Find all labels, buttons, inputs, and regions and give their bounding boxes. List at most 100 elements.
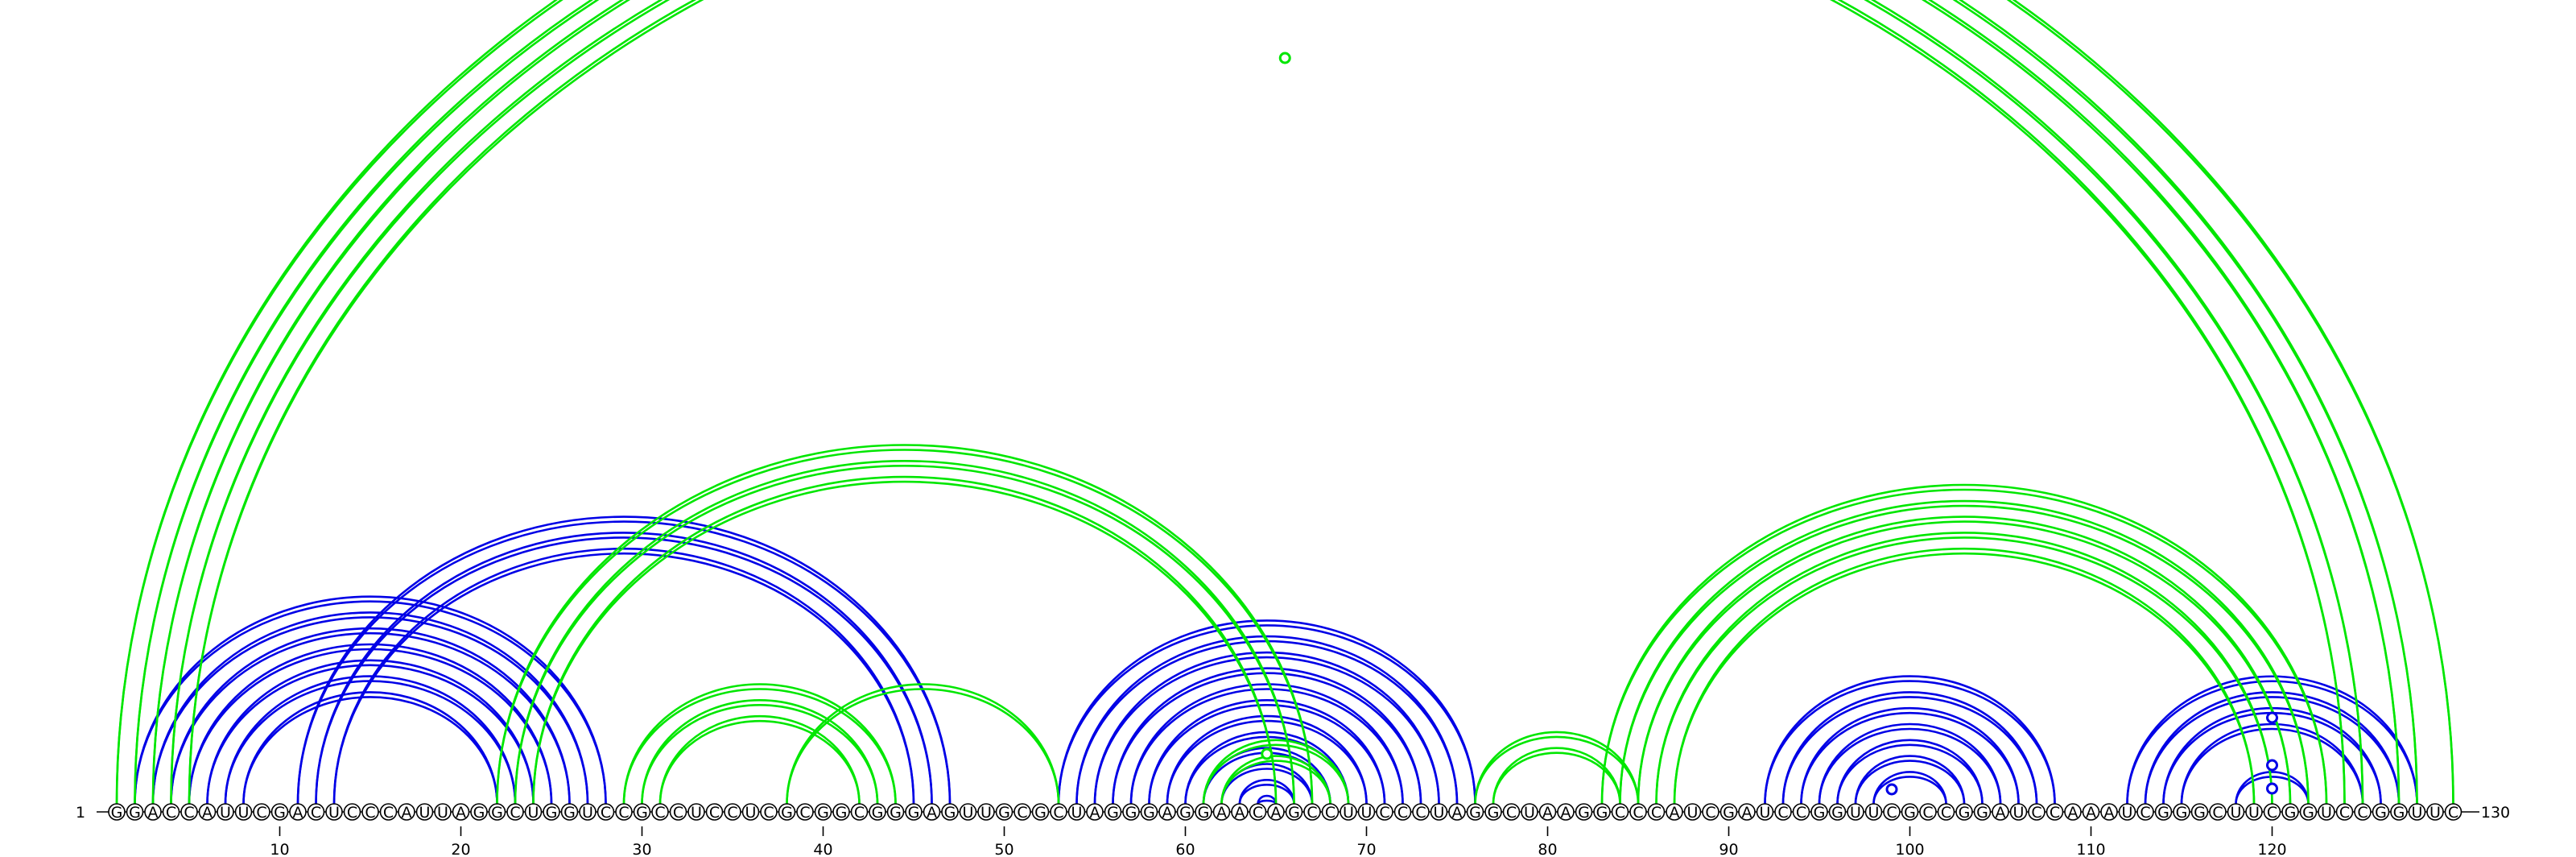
nucleotide-letter: C (1379, 804, 1389, 822)
nucleotide-letter: G (274, 804, 286, 822)
nucleotide-46: A (923, 803, 941, 822)
nucleotide-circle (832, 803, 850, 821)
nucleotide-circle (361, 803, 379, 821)
nucleotide-letter: G (998, 804, 1010, 822)
nucleotide-circle (2046, 803, 2064, 821)
nucleotide-circle (1013, 803, 1031, 821)
nucleotide-letter: G (1723, 804, 1735, 822)
nucleotide-circle (1031, 803, 1050, 821)
nucleotide-circle (2372, 803, 2390, 821)
nucleotide-letter: U (1071, 804, 1083, 822)
nucleotide-circle (1412, 803, 1430, 821)
nucleotide-letter: C (1705, 804, 1715, 822)
nucleotide-circle (1702, 803, 1719, 821)
base-pair-arc-1-130-inner (115, 0, 2454, 805)
nucleotide-circle (1992, 803, 2009, 821)
nucleotide-circle (977, 803, 995, 821)
base-pair-arc-57-72-inner (1129, 688, 1404, 805)
base-pair-arc-112-128-outer (2126, 675, 2418, 805)
nucleotide-circle (1575, 803, 1593, 821)
nucleotide-25: G (543, 803, 560, 822)
base-pair-arc-13-45-outer (332, 547, 915, 805)
nucleotide-letter: C (1017, 804, 1027, 822)
nucleotide-letter: C (2140, 804, 2150, 822)
base-pair-arc-112-128-inner (2126, 680, 2418, 805)
nucleotide-letter: C (1633, 804, 1643, 822)
nucleotide-circle (995, 803, 1013, 821)
nucleotide-circle (1629, 803, 1647, 821)
nucleotide-letter: G (1488, 804, 1500, 822)
nucleotide-circle (2318, 803, 2335, 821)
nucleotide-letter: U (220, 804, 231, 822)
base-pair-arc-1-130-outer (115, 0, 2454, 805)
nucleotide-47: G (941, 803, 959, 822)
nucleotide-20: A (452, 803, 470, 822)
nucleotide-96: G (1828, 803, 1847, 822)
loop-markers (1261, 52, 2278, 796)
nucleotide-108: C (2046, 803, 2064, 822)
nucleotide-letter: G (817, 804, 829, 822)
nucleotide-circle (1357, 803, 1376, 821)
base-pair-arc-62-67-inner (1220, 768, 1314, 805)
base-pair-arc-86-120-inner (1655, 536, 2273, 805)
nucleotide-30: G (633, 803, 651, 822)
nucleotide-34: C (705, 803, 724, 822)
nucleotide-88: U (1683, 803, 1702, 822)
nucleotide-circle (2390, 803, 2408, 821)
nucleotide-116: G (2190, 803, 2209, 822)
nucleotide-letter: C (166, 804, 176, 822)
loop-marker-0 (1278, 52, 1291, 64)
base-pair-arc-3-27-outer (151, 611, 589, 805)
nucleotide-letter: C (673, 804, 683, 822)
base-pair-arc-58-71-inner (1148, 704, 1386, 805)
nucleotide-circle (1158, 803, 1176, 821)
nucleotide-39: C (796, 803, 814, 822)
nucleotide-letter: U (238, 804, 250, 822)
base-pair-arc-30-43-inner (641, 704, 879, 805)
nucleotide-86: C (1647, 803, 1666, 822)
tick-label-100: 100 (1895, 841, 1924, 857)
nucleotide-letter: C (311, 804, 321, 822)
nucleotide-circle (796, 803, 814, 821)
nucleotide-circle (108, 803, 126, 821)
tick-label-90: 90 (1719, 841, 1738, 857)
nucleotide-circle (651, 803, 669, 821)
base-pair-arc-3-127-inner (151, 0, 2401, 805)
base-pair-arc-7-23-outer (224, 675, 517, 805)
nucleotide-circle (1212, 803, 1231, 821)
nucleotide-circle (579, 803, 597, 821)
nucleotide-113: C (2136, 803, 2154, 822)
base-pair-arc-63-66-inner (1238, 784, 1295, 805)
nucleotide-letter: G (2285, 804, 2297, 822)
base-pair-arc-95-105-inner (1818, 727, 2002, 805)
nucleotide-circle (1955, 803, 1973, 821)
nucleotide-letter: C (2031, 804, 2041, 822)
nucleotide-letter: U (2122, 804, 2133, 822)
nucleotide-circle (470, 803, 488, 821)
nucleotide-circle (760, 803, 778, 821)
nucleotide-letter: C (1307, 804, 1317, 822)
nucleotide-11: A (289, 803, 307, 822)
nucleotide-89: C (1702, 803, 1719, 822)
nucleotide-letter: C (1777, 804, 1788, 822)
nucleotide-letter: G (546, 804, 558, 822)
nucleotide-circle (1502, 803, 1521, 821)
nucleotide-15: C (361, 803, 379, 822)
nucleotide-72: C (1393, 803, 1412, 822)
nucleotide-50: G (995, 803, 1013, 822)
nucleotide-letter: C (1886, 804, 1897, 822)
nucleotide-letter: C (1325, 804, 1335, 822)
base-pair-arc-87-119-outer (1673, 547, 2256, 805)
base-pair-arc-56-73-inner (1112, 672, 1422, 805)
nucleotide-letter: A (1996, 804, 2006, 822)
nucleotide-14: C (343, 803, 361, 822)
nucleotide-36: U (741, 803, 760, 822)
base-pair-arc-8-22-inner (242, 696, 498, 805)
base-pair-arc-2-128-inner (134, 0, 2418, 805)
base-pair-arc-93-107-outer (1781, 691, 2038, 805)
nucleotide-circle (724, 803, 741, 821)
nucleotide-letter: G (129, 804, 141, 822)
nucleotide-circle (597, 803, 615, 821)
base-pair-arc-4-26-inner (170, 631, 571, 805)
